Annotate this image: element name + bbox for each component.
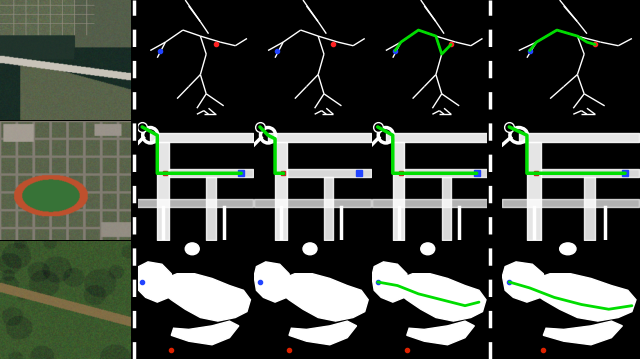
- Polygon shape: [289, 321, 356, 345]
- Polygon shape: [172, 321, 239, 345]
- Polygon shape: [372, 262, 409, 302]
- Polygon shape: [277, 274, 368, 321]
- Polygon shape: [530, 274, 636, 321]
- Polygon shape: [543, 321, 622, 345]
- Ellipse shape: [420, 243, 435, 255]
- Polygon shape: [159, 274, 250, 321]
- Polygon shape: [254, 262, 291, 302]
- Ellipse shape: [303, 243, 317, 255]
- Polygon shape: [502, 262, 546, 302]
- Ellipse shape: [185, 243, 199, 255]
- Polygon shape: [395, 274, 486, 321]
- Polygon shape: [136, 262, 173, 302]
- Polygon shape: [407, 321, 474, 345]
- Ellipse shape: [559, 243, 576, 255]
